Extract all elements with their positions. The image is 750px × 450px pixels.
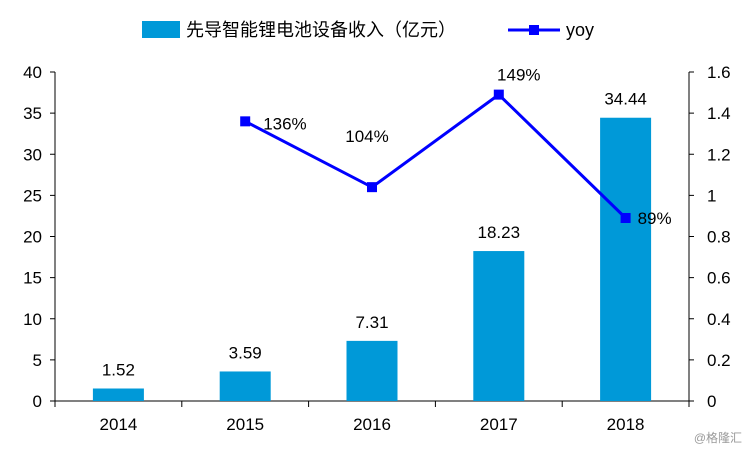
yoy-point	[240, 116, 251, 127]
legend-line-marker	[529, 25, 539, 35]
yoy-value-label: 149%	[497, 66, 540, 85]
yoy-value-label: 104%	[345, 127, 388, 146]
right-tick-label: 0.8	[707, 228, 731, 247]
yoy-value-label: 136%	[263, 114, 306, 133]
legend-line-label: yoy	[566, 20, 594, 40]
x-tick-group: 2014 2015 2016 2017 2018	[54, 401, 690, 434]
left-tick-group: 0 5 10 15 20 25 30 35 40	[23, 63, 55, 411]
right-tick-label: 0.2	[707, 351, 731, 370]
right-tick-label: 1.2	[707, 145, 731, 164]
yoy-line	[244, 92, 627, 220]
yoy-point	[620, 212, 631, 223]
bar-series	[92, 117, 652, 401]
legend-bar-label: 先导智能锂电池设备收入（亿元）	[186, 20, 456, 40]
bar	[473, 251, 525, 401]
bar	[92, 388, 144, 401]
line-series	[240, 89, 631, 223]
bar-value-label: 34.44	[604, 90, 647, 109]
bar-value-label: 3.59	[229, 343, 262, 362]
x-tick-label: 2014	[99, 415, 137, 434]
left-tick-label: 35	[23, 104, 42, 123]
bar-value-label: 18.23	[478, 223, 521, 242]
x-tick-label: 2015	[226, 415, 264, 434]
watermark: @格隆汇	[694, 430, 742, 445]
left-tick-label: 10	[23, 310, 42, 329]
left-tick-label: 0	[33, 392, 42, 411]
bar-value-label: 7.31	[355, 313, 388, 332]
yoy-point	[493, 89, 504, 100]
left-tick-label: 5	[33, 351, 42, 370]
left-tick-label: 25	[23, 186, 42, 205]
bar	[346, 340, 398, 401]
left-tick-label: 15	[23, 269, 42, 288]
yoy-value-label: 89%	[638, 209, 672, 228]
right-tick-label: 0.4	[707, 310, 731, 329]
right-tick-label: 0	[707, 392, 716, 411]
legend: 先导智能锂电池设备收入（亿元） yoy	[142, 20, 594, 40]
right-tick-label: 1	[707, 186, 716, 205]
x-tick-label: 2016	[353, 415, 391, 434]
right-tick-label: 1.4	[707, 104, 731, 123]
bar-value-label: 1.52	[102, 360, 135, 379]
x-tick-label: 2018	[607, 415, 645, 434]
bar	[219, 371, 271, 401]
right-tick-label: 1.6	[707, 63, 731, 82]
yoy-point	[367, 182, 377, 193]
right-tick-group: 0 0.2 0.4 0.6 0.8 1 1.2 1.4 1.6	[689, 63, 731, 411]
left-tick-label: 20	[23, 228, 42, 247]
left-tick-label: 40	[23, 63, 42, 82]
legend-bar-swatch	[142, 21, 180, 38]
bar-label-group: 1.52 3.59 7.31 18.23 34.44	[102, 90, 647, 380]
bar	[600, 117, 652, 401]
left-tick-label: 30	[23, 145, 42, 164]
right-tick-label: 0.6	[707, 269, 731, 288]
line-label-group: 136% 104% 149% 89%	[263, 66, 671, 228]
x-tick-label: 2017	[480, 415, 518, 434]
